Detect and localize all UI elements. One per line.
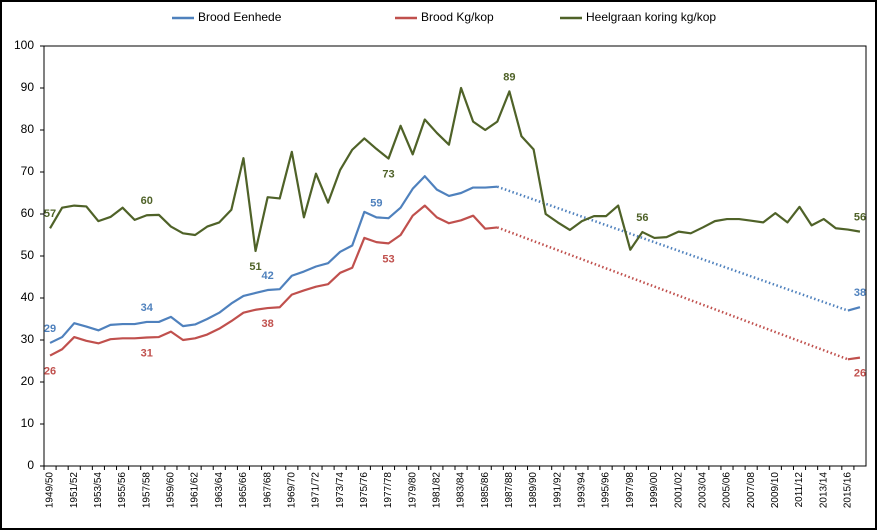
x-tick-label: 2015/16 <box>843 472 854 509</box>
legend-label: Brood Eenhede <box>198 10 282 24</box>
x-tick-label: 1987/88 <box>504 472 515 509</box>
series-line <box>847 356 861 361</box>
y-tick-label: 70 <box>21 164 35 178</box>
y-tick-label: 80 <box>21 122 35 136</box>
series-line <box>49 175 498 344</box>
x-tick-label: 1985/86 <box>480 472 491 509</box>
x-tick-label: 1965/66 <box>238 472 249 509</box>
data-label: 34 <box>141 302 154 314</box>
series-line <box>49 204 498 357</box>
x-tick-label: 1949/50 <box>45 472 56 509</box>
data-label: 57 <box>44 208 56 220</box>
data-label: 38 <box>854 287 866 299</box>
x-tick-label: 1957/58 <box>141 472 152 509</box>
x-tick-label: 1989/90 <box>528 472 539 509</box>
y-tick-label: 10 <box>21 416 35 430</box>
y-tick-label: 0 <box>27 458 34 472</box>
x-tick-label: 2005/06 <box>722 472 733 509</box>
x-tick-label: 1963/64 <box>214 472 225 509</box>
legend-label: Brood Kg/kop <box>421 10 494 24</box>
data-label: 59 <box>370 197 382 209</box>
x-tick-label: 1999/00 <box>649 472 660 509</box>
data-label: 89 <box>503 71 515 83</box>
data-label: 51 <box>249 261 261 273</box>
x-tick-label: 1955/56 <box>117 472 128 509</box>
x-tick-label: 1975/76 <box>359 472 370 509</box>
x-tick-label: 2013/14 <box>818 472 829 509</box>
series-line <box>49 86 861 253</box>
x-tick-label: 1953/54 <box>93 472 104 509</box>
x-tick-label: 2003/04 <box>697 472 708 509</box>
data-label: 56 <box>854 212 866 224</box>
x-tick-label: 1971/72 <box>311 472 322 509</box>
x-tick-label: 1995/96 <box>601 472 612 509</box>
data-label: 38 <box>262 318 274 330</box>
y-tick-label: 20 <box>21 374 35 388</box>
y-tick-label: 90 <box>21 80 35 94</box>
data-label: 73 <box>382 168 394 180</box>
data-label: 53 <box>382 253 394 265</box>
y-tick-label: 30 <box>21 332 35 346</box>
x-tick-label: 1979/80 <box>407 472 418 509</box>
legend-label: Heelgraan koring kg/kop <box>586 10 716 24</box>
y-tick-label: 40 <box>21 290 35 304</box>
x-tick-label: 1977/78 <box>383 472 394 509</box>
x-tick-label: 1993/94 <box>577 472 588 509</box>
data-label: 60 <box>141 195 153 207</box>
x-tick-label: 2007/08 <box>746 472 757 509</box>
x-tick-label: 1983/84 <box>456 472 467 509</box>
x-tick-label: 2009/10 <box>770 472 781 509</box>
data-label: 31 <box>141 347 153 359</box>
y-tick-label: 50 <box>21 248 35 262</box>
x-tick-label: 1981/82 <box>432 472 443 509</box>
trend-line <box>496 226 849 361</box>
x-tick-label: 1959/60 <box>166 472 177 509</box>
data-label: 42 <box>262 270 274 282</box>
x-tick-label: 2011/12 <box>794 472 805 508</box>
y-tick-label: 100 <box>14 38 34 52</box>
x-tick-label: 1997/98 <box>625 472 636 509</box>
x-tick-label: 1961/62 <box>190 472 201 509</box>
x-tick-label: 1967/68 <box>262 472 273 509</box>
data-label: 29 <box>44 323 56 335</box>
y-tick-label: 60 <box>21 206 35 220</box>
data-label: 56 <box>636 212 648 224</box>
x-tick-label: 1991/92 <box>552 472 563 509</box>
x-tick-label: 1951/52 <box>69 472 80 509</box>
series-line <box>847 306 861 312</box>
data-label: 26 <box>854 368 866 380</box>
x-tick-label: 1969/70 <box>286 472 297 509</box>
data-label: 26 <box>44 365 56 377</box>
x-tick-label: 1973/74 <box>335 472 346 509</box>
x-tick-label: 2001/02 <box>673 472 684 509</box>
